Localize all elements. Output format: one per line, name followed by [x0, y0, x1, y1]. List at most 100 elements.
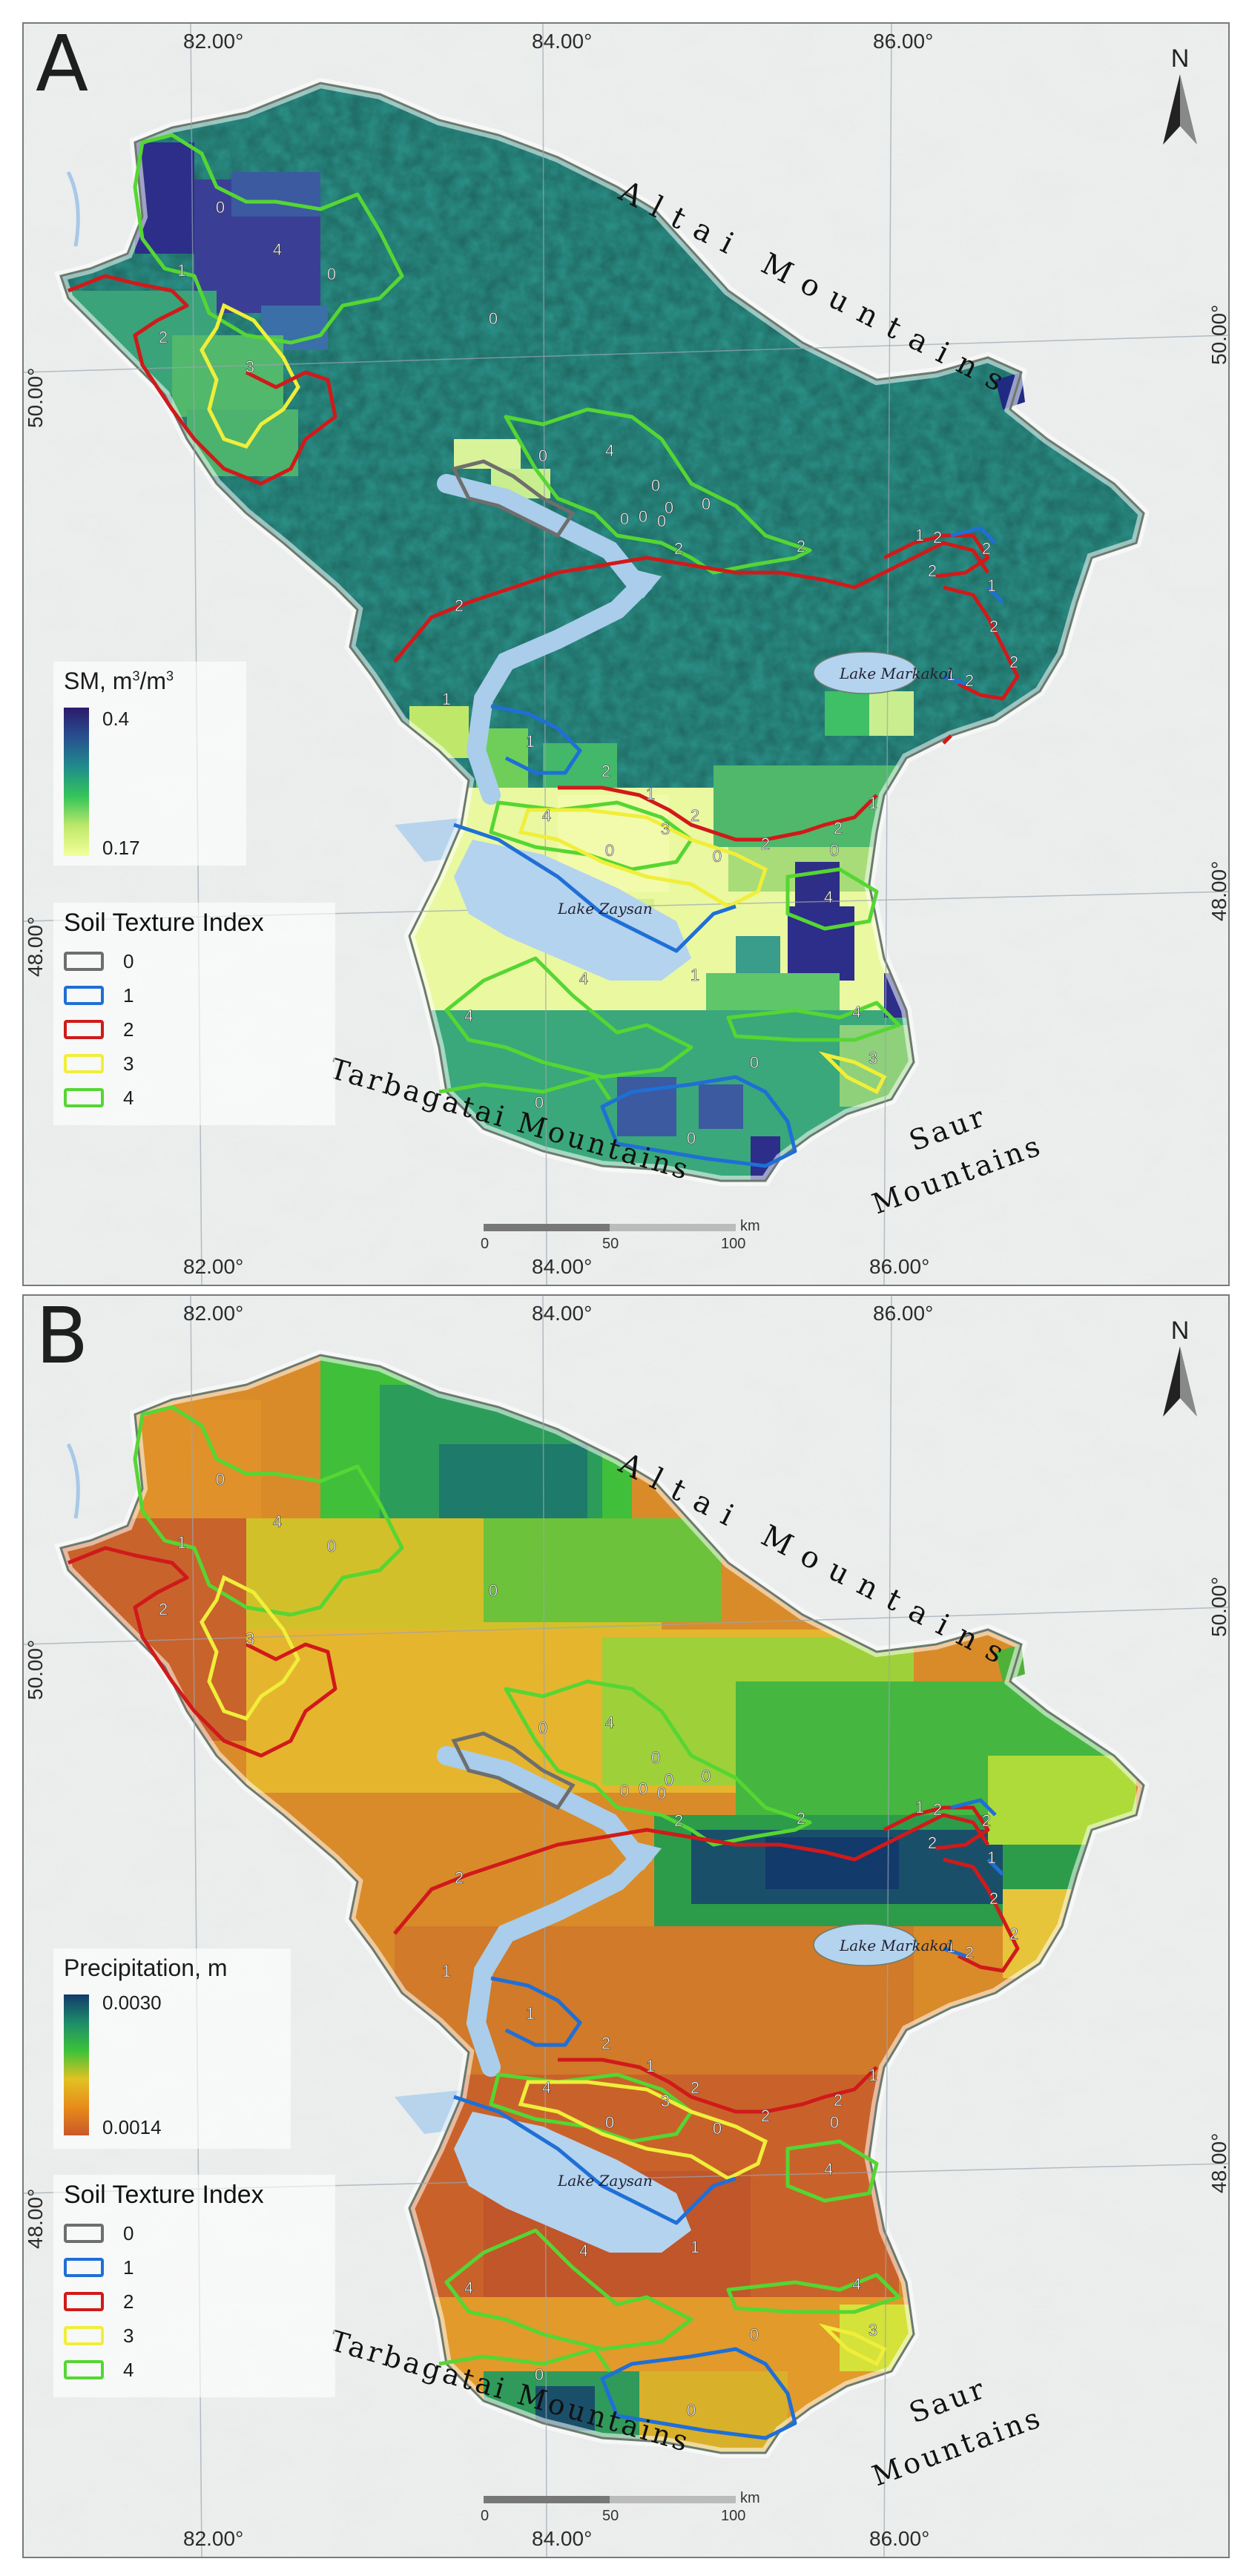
lake-markakol-label-b: Lake Markakol — [839, 1937, 952, 1954]
coord-lat-48-b: 48.00° — [24, 2188, 47, 2249]
coord-top-84: 84.00° — [532, 30, 593, 53]
zone-label: 4 — [273, 1512, 282, 1531]
sm-colorbar — [64, 708, 89, 856]
precip-colorbar-max: 0.0030 — [102, 1992, 162, 2014]
coord-top-86-b: 86.00° — [873, 1302, 934, 1325]
lake-markakol — [813, 651, 918, 694]
coord-lat-48-right-b: 48.00° — [1207, 2132, 1230, 2193]
zone-label: 0 — [687, 2401, 696, 2419]
svg-text:N: N — [1171, 1317, 1190, 1345]
zone-label: 2 — [455, 1868, 464, 1887]
coord-lat-50-b: 50.00° — [24, 1639, 47, 1700]
precip-colorbar-min: 0.0014 — [102, 2116, 162, 2138]
zone-label: 4 — [464, 1007, 473, 1025]
soil-class-3-b: 3 — [64, 2323, 134, 2348]
zone-label: 4 — [273, 240, 282, 259]
zone-label: 2 — [674, 539, 683, 558]
zone-label: 2 — [928, 561, 937, 580]
zone-label: 2 — [761, 834, 770, 853]
coord-lat-48-right: 48.00° — [1207, 860, 1230, 921]
zone-label: 2 — [159, 1600, 168, 1618]
soil-texture-legend-b: Soil Texture Index 0 1 2 3 4 — [53, 2175, 335, 2397]
zone-label: 2 — [691, 806, 699, 825]
coord-top-84-b: 84.00° — [532, 1302, 593, 1325]
soil-texture-legend-a: Soil Texture Index 0 1 2 3 4 — [53, 903, 335, 1125]
zone-label: 4 — [542, 806, 551, 825]
zone-label: 1 — [177, 261, 186, 280]
zone-label: 1 — [869, 2066, 877, 2084]
zone-label: 4 — [579, 969, 588, 988]
zone-label: 2 — [691, 2078, 699, 2097]
precip-legend-title: Precipitation, m — [64, 1954, 228, 1981]
zone-label: 2 — [761, 2106, 770, 2125]
coord-bottom-82: 82.00° — [183, 1255, 244, 1278]
zone-label: 1 — [946, 665, 955, 684]
lake-markakol-label: Lake Markakol — [839, 665, 952, 682]
zone-label: 0 — [687, 1129, 696, 1147]
zone-label: 3 — [661, 2092, 670, 2110]
zone-label: 4 — [824, 2160, 833, 2178]
lake-markakol-b — [813, 1923, 918, 1966]
soil-class-4-b: 4 — [64, 2357, 134, 2382]
zone-label: 0 — [327, 1537, 336, 1555]
zone-label: 0 — [665, 498, 673, 517]
precip-colorbar — [64, 1994, 89, 2135]
zone-label: 4 — [579, 2241, 588, 2260]
zone-label: 0 — [750, 1053, 759, 1072]
zone-label: 0 — [535, 1093, 544, 1112]
zone-label: 2 — [602, 2034, 610, 2052]
zone-label: 0 — [327, 265, 336, 283]
coord-bottom-86: 86.00° — [869, 1255, 930, 1278]
zone-label: 2 — [989, 617, 998, 636]
soil-class-4: 4 — [64, 1085, 134, 1110]
sm-colorbar-min: 0.17 — [102, 837, 140, 859]
zone-label: 3 — [869, 2321, 877, 2339]
zone-label: 2 — [159, 328, 168, 346]
precip-legend: Precipitation, m 0.0030 0.0014 — [53, 1949, 291, 2149]
north-arrow-icon-b: N — [1163, 1317, 1197, 1417]
zone-label: 0 — [830, 2113, 839, 2132]
zone-label: 0 — [713, 2119, 722, 2138]
zone-label: 3 — [245, 358, 254, 376]
zone-label: 4 — [605, 1713, 614, 1732]
zone-label: 2 — [797, 1809, 805, 1828]
soil-class-1: 1 — [64, 983, 134, 1008]
sm-colorbar-max: 0.4 — [102, 708, 130, 730]
soil-class-1-b: 1 — [64, 2255, 134, 2280]
zone-label: 2 — [989, 1889, 998, 1908]
lake-zaysan-label: Lake Zaysan — [557, 900, 653, 918]
coord-lat-50: 50.00° — [24, 367, 47, 428]
zone-label: 0 — [605, 841, 614, 860]
soil-class-3: 3 — [64, 1051, 134, 1076]
zone-label: 0 — [657, 1784, 666, 1802]
zone-label: 2 — [965, 1943, 974, 1962]
zone-label: 4 — [852, 1003, 861, 1021]
zone-label: 2 — [1009, 1925, 1018, 1943]
zone-label: 2 — [834, 819, 843, 837]
zone-label: 3 — [661, 820, 670, 838]
zone-label: 1 — [869, 794, 877, 812]
zone-label: 0 — [657, 512, 666, 530]
zone-label: 1 — [442, 1962, 451, 1980]
coord-top-82-b: 82.00° — [183, 1302, 244, 1325]
soil-class-0-b: 0 — [64, 2221, 134, 2246]
north-arrow-icon: N — [1163, 45, 1197, 145]
zone-label: 2 — [674, 1811, 683, 1830]
zone-label: 2 — [933, 1800, 942, 1819]
zone-label: 0 — [702, 1767, 711, 1785]
zone-label: 1 — [915, 1798, 924, 1816]
zone-label: 1 — [526, 2004, 535, 2023]
zone-label: 0 — [665, 1770, 673, 1789]
zone-label: 2 — [1009, 653, 1018, 671]
zone-label: 0 — [750, 2325, 759, 2344]
soil-texture-title-a: Soil Texture Index — [64, 909, 264, 937]
zone-label: 0 — [651, 1748, 660, 1767]
coord-top-86: 86.00° — [873, 30, 934, 53]
zone-label: 2 — [933, 528, 942, 547]
coord-bottom-84: 84.00° — [532, 1255, 593, 1278]
lake-zaysan-label-b: Lake Zaysan — [557, 2172, 653, 2190]
soil-texture-title-b: Soil Texture Index — [64, 2181, 264, 2209]
